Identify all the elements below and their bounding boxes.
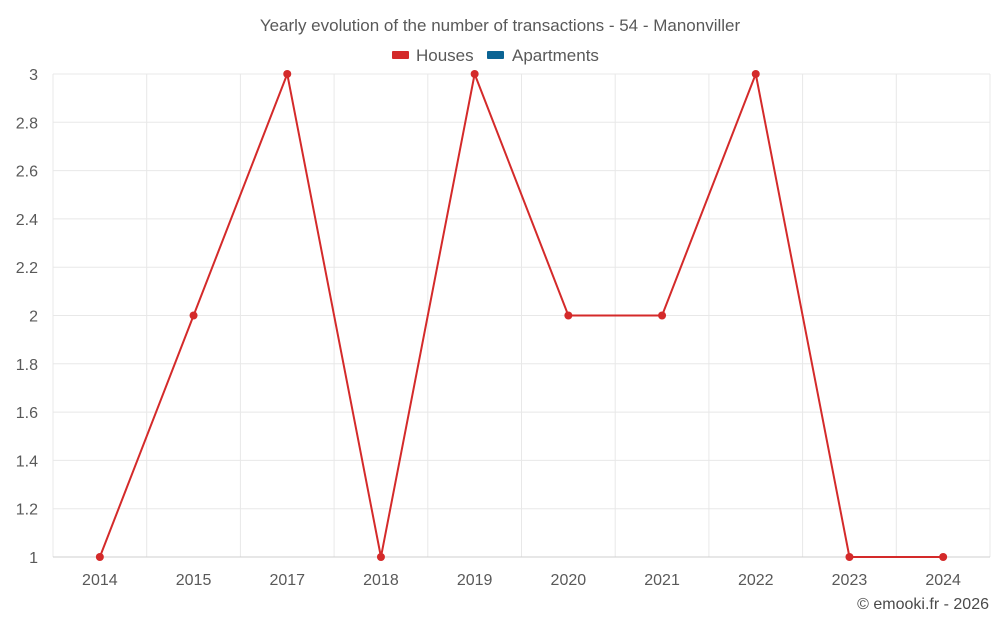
credit-text: © emooki.fr - 2026 bbox=[857, 596, 989, 613]
x-tick-label: 2019 bbox=[457, 572, 493, 589]
y-tick-label: 2.4 bbox=[16, 212, 38, 229]
data-point-houses-2023[interactable] bbox=[845, 553, 854, 561]
legend-item-houses[interactable]: Houses bbox=[392, 46, 474, 65]
y-axis-ticks: 1 1.2 1.4 1.6 1.8 2 2.2 2.4 2.6 2.8 3 bbox=[16, 67, 38, 567]
chart-title: Yearly evolution of the number of transa… bbox=[260, 16, 741, 35]
series-line-houses bbox=[98, 73, 944, 558]
data-point-houses-2022[interactable] bbox=[751, 70, 760, 78]
data-point-houses-2014[interactable] bbox=[95, 553, 104, 561]
y-tick-label: 2.2 bbox=[16, 260, 38, 277]
x-tick-label: 2023 bbox=[832, 572, 868, 589]
legend-swatch-apartments bbox=[487, 51, 504, 59]
x-tick-label: 2017 bbox=[269, 572, 305, 589]
data-point-houses-2017[interactable] bbox=[283, 70, 292, 78]
series-layer bbox=[95, 70, 948, 561]
legend-label-apartments[interactable]: Apartments bbox=[512, 46, 599, 65]
x-tick-label: 2015 bbox=[176, 572, 212, 589]
x-tick-label: 2024 bbox=[925, 572, 961, 589]
y-tick-label: 2 bbox=[29, 309, 38, 326]
legend-swatch-houses bbox=[392, 51, 409, 59]
legend: Houses Apartments bbox=[392, 46, 599, 65]
data-point-houses-2015[interactable] bbox=[189, 311, 198, 320]
x-tick-label: 2022 bbox=[738, 572, 774, 589]
y-tick-label: 1 bbox=[29, 550, 38, 567]
x-tick-label: 2014 bbox=[82, 572, 118, 589]
x-tick-label: 2020 bbox=[551, 572, 587, 589]
data-point-houses-2024[interactable] bbox=[939, 553, 948, 561]
y-tick-label: 1.4 bbox=[16, 453, 38, 470]
legend-item-apartments[interactable]: Apartments bbox=[487, 46, 599, 65]
x-tick-label: 2021 bbox=[644, 572, 680, 589]
y-tick-label: 2.8 bbox=[16, 115, 38, 132]
data-point-houses-2018[interactable] bbox=[376, 553, 385, 561]
data-point-houses-2019[interactable] bbox=[470, 70, 479, 78]
y-tick-label: 2.6 bbox=[16, 164, 38, 181]
x-axis-ticks: 2014 2015 2017 2018 2019 2020 2021 2022 2023 2024 bbox=[82, 572, 961, 589]
y-tick-label: 1.6 bbox=[16, 405, 38, 422]
y-tick-label: 1.8 bbox=[16, 357, 38, 374]
y-tick-label: 1.2 bbox=[16, 502, 38, 519]
x-tick-label: 2018 bbox=[363, 572, 399, 589]
y-tick-label: 3 bbox=[29, 67, 38, 84]
data-point-houses-2021[interactable] bbox=[658, 311, 667, 320]
legend-label-houses[interactable]: Houses bbox=[416, 46, 474, 65]
data-point-houses-2020[interactable] bbox=[564, 311, 573, 320]
